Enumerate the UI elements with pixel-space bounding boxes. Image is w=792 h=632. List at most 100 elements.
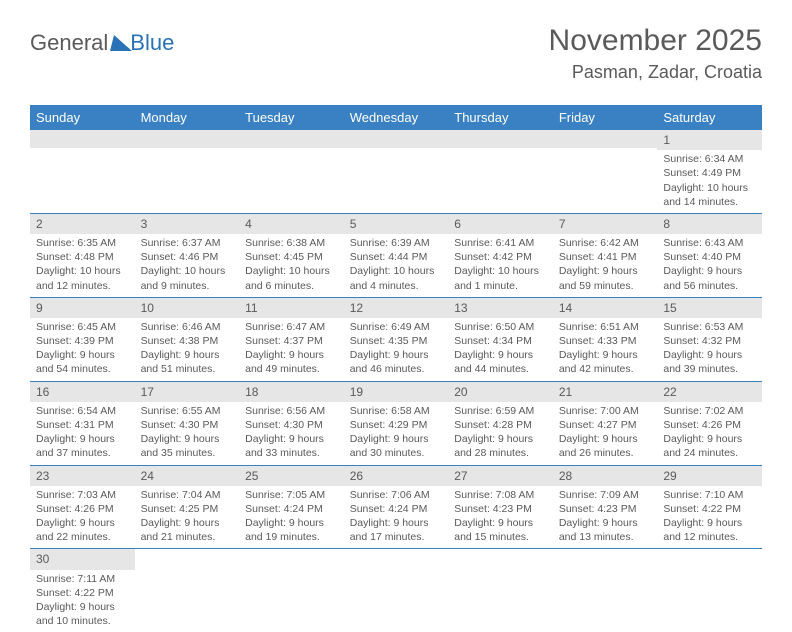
calendar-cell [135,130,240,213]
day-body: Sunrise: 6:50 AMSunset: 4:34 PMDaylight:… [448,318,553,381]
day-body: Sunrise: 6:55 AMSunset: 4:30 PMDaylight:… [135,402,240,465]
sunset-text: Sunset: 4:33 PM [559,334,652,348]
day-number: 25 [239,466,344,486]
daylight-text: Daylight: 9 hours and 33 minutes. [245,432,338,460]
day-number: 2 [30,214,135,234]
day-body: Sunrise: 6:47 AMSunset: 4:37 PMDaylight:… [239,318,344,381]
calendar-cell: 9Sunrise: 6:45 AMSunset: 4:39 PMDaylight… [30,297,135,381]
day-body: Sunrise: 7:08 AMSunset: 4:23 PMDaylight:… [448,486,553,549]
daylight-text: Daylight: 9 hours and 26 minutes. [559,432,652,460]
day-body: Sunrise: 6:43 AMSunset: 4:40 PMDaylight:… [657,234,762,297]
sunset-text: Sunset: 4:48 PM [36,250,129,264]
day-number: 4 [239,214,344,234]
daylight-text: Daylight: 10 hours and 9 minutes. [141,264,234,292]
calendar-cell: 23Sunrise: 7:03 AMSunset: 4:26 PMDayligh… [30,465,135,549]
calendar-cell: 10Sunrise: 6:46 AMSunset: 4:38 PMDayligh… [135,297,240,381]
calendar-cell [344,130,449,213]
day-body: Sunrise: 6:56 AMSunset: 4:30 PMDaylight:… [239,402,344,465]
calendar-week: 16Sunrise: 6:54 AMSunset: 4:31 PMDayligh… [30,381,762,465]
sunrise-text: Sunrise: 6:42 AM [559,236,652,250]
title-location: Pasman, Zadar, Croatia [549,62,762,83]
calendar-cell: 22Sunrise: 7:02 AMSunset: 4:26 PMDayligh… [657,381,762,465]
day-number: 1 [657,130,762,150]
calendar-cell: 26Sunrise: 7:06 AMSunset: 4:24 PMDayligh… [344,465,449,549]
daylight-text: Daylight: 9 hours and 15 minutes. [454,516,547,544]
calendar-cell [239,130,344,213]
daylight-text: Daylight: 9 hours and 24 minutes. [663,432,756,460]
daylight-text: Daylight: 9 hours and 59 minutes. [559,264,652,292]
calendar-cell: 11Sunrise: 6:47 AMSunset: 4:37 PMDayligh… [239,297,344,381]
day-number: 18 [239,382,344,402]
calendar-cell [135,549,240,632]
sunrise-text: Sunrise: 7:05 AM [245,488,338,502]
day-body: Sunrise: 7:00 AMSunset: 4:27 PMDaylight:… [553,402,658,465]
sunrise-text: Sunrise: 7:02 AM [663,404,756,418]
sunrise-text: Sunrise: 7:08 AM [454,488,547,502]
calendar-cell: 4Sunrise: 6:38 AMSunset: 4:45 PMDaylight… [239,213,344,297]
calendar-cell: 19Sunrise: 6:58 AMSunset: 4:29 PMDayligh… [344,381,449,465]
calendar-cell: 14Sunrise: 6:51 AMSunset: 4:33 PMDayligh… [553,297,658,381]
sunrise-text: Sunrise: 6:46 AM [141,320,234,334]
daylight-text: Daylight: 9 hours and 51 minutes. [141,348,234,376]
sunset-text: Sunset: 4:24 PM [350,502,443,516]
sunrise-text: Sunrise: 7:03 AM [36,488,129,502]
day-body: Sunrise: 7:04 AMSunset: 4:25 PMDaylight:… [135,486,240,549]
sunrise-text: Sunrise: 6:47 AM [245,320,338,334]
sunset-text: Sunset: 4:25 PM [141,502,234,516]
calendar-cell: 30Sunrise: 7:11 AMSunset: 4:22 PMDayligh… [30,549,135,632]
day-number: 13 [448,298,553,318]
calendar-cell: 28Sunrise: 7:09 AMSunset: 4:23 PMDayligh… [553,465,658,549]
day-body: Sunrise: 6:49 AMSunset: 4:35 PMDaylight:… [344,318,449,381]
sunrise-text: Sunrise: 7:04 AM [141,488,234,502]
day-number: 29 [657,466,762,486]
day-header: Saturday [657,105,762,130]
sunset-text: Sunset: 4:29 PM [350,418,443,432]
day-number: 20 [448,382,553,402]
day-body: Sunrise: 7:03 AMSunset: 4:26 PMDaylight:… [30,486,135,549]
daylight-text: Daylight: 9 hours and 54 minutes. [36,348,129,376]
daylight-text: Daylight: 9 hours and 28 minutes. [454,432,547,460]
calendar-cell: 8Sunrise: 6:43 AMSunset: 4:40 PMDaylight… [657,213,762,297]
calendar-week: 23Sunrise: 7:03 AMSunset: 4:26 PMDayligh… [30,465,762,549]
sunset-text: Sunset: 4:30 PM [141,418,234,432]
day-number: 8 [657,214,762,234]
daylight-text: Daylight: 10 hours and 12 minutes. [36,264,129,292]
calendar-cell [448,130,553,213]
daylight-text: Daylight: 9 hours and 37 minutes. [36,432,129,460]
calendar-cell: 20Sunrise: 6:59 AMSunset: 4:28 PMDayligh… [448,381,553,465]
sunrise-text: Sunrise: 6:54 AM [36,404,129,418]
sunset-text: Sunset: 4:37 PM [245,334,338,348]
day-number: 26 [344,466,449,486]
day-number: 5 [344,214,449,234]
day-header: Wednesday [344,105,449,130]
calendar-cell: 1Sunrise: 6:34 AMSunset: 4:49 PMDaylight… [657,130,762,213]
daylight-text: Daylight: 10 hours and 6 minutes. [245,264,338,292]
calendar-week: 9Sunrise: 6:45 AMSunset: 4:39 PMDaylight… [30,297,762,381]
logo-sail-icon [110,35,132,51]
sunrise-text: Sunrise: 7:09 AM [559,488,652,502]
sunrise-text: Sunrise: 6:34 AM [663,152,756,166]
sunrise-text: Sunrise: 6:49 AM [350,320,443,334]
day-number: 27 [448,466,553,486]
sunrise-text: Sunrise: 6:37 AM [141,236,234,250]
day-body: Sunrise: 7:11 AMSunset: 4:22 PMDaylight:… [30,570,135,632]
calendar-cell: 6Sunrise: 6:41 AMSunset: 4:42 PMDaylight… [448,213,553,297]
day-number: 10 [135,298,240,318]
sunset-text: Sunset: 4:34 PM [454,334,547,348]
calendar-cell [448,549,553,632]
day-body: Sunrise: 6:39 AMSunset: 4:44 PMDaylight:… [344,234,449,297]
day-header: Thursday [448,105,553,130]
calendar-header-row: SundayMondayTuesdayWednesdayThursdayFrid… [30,105,762,130]
logo-text-blue: Blue [130,30,174,56]
sunset-text: Sunset: 4:39 PM [36,334,129,348]
calendar-cell [553,549,658,632]
logo-text-general: General [30,30,108,56]
calendar-cell: 7Sunrise: 6:42 AMSunset: 4:41 PMDaylight… [553,213,658,297]
day-body: Sunrise: 6:38 AMSunset: 4:45 PMDaylight:… [239,234,344,297]
sunset-text: Sunset: 4:40 PM [663,250,756,264]
day-number: 30 [30,549,135,569]
day-body: Sunrise: 6:45 AMSunset: 4:39 PMDaylight:… [30,318,135,381]
sunrise-text: Sunrise: 7:10 AM [663,488,756,502]
title-month: November 2025 [549,24,762,58]
day-header: Sunday [30,105,135,130]
